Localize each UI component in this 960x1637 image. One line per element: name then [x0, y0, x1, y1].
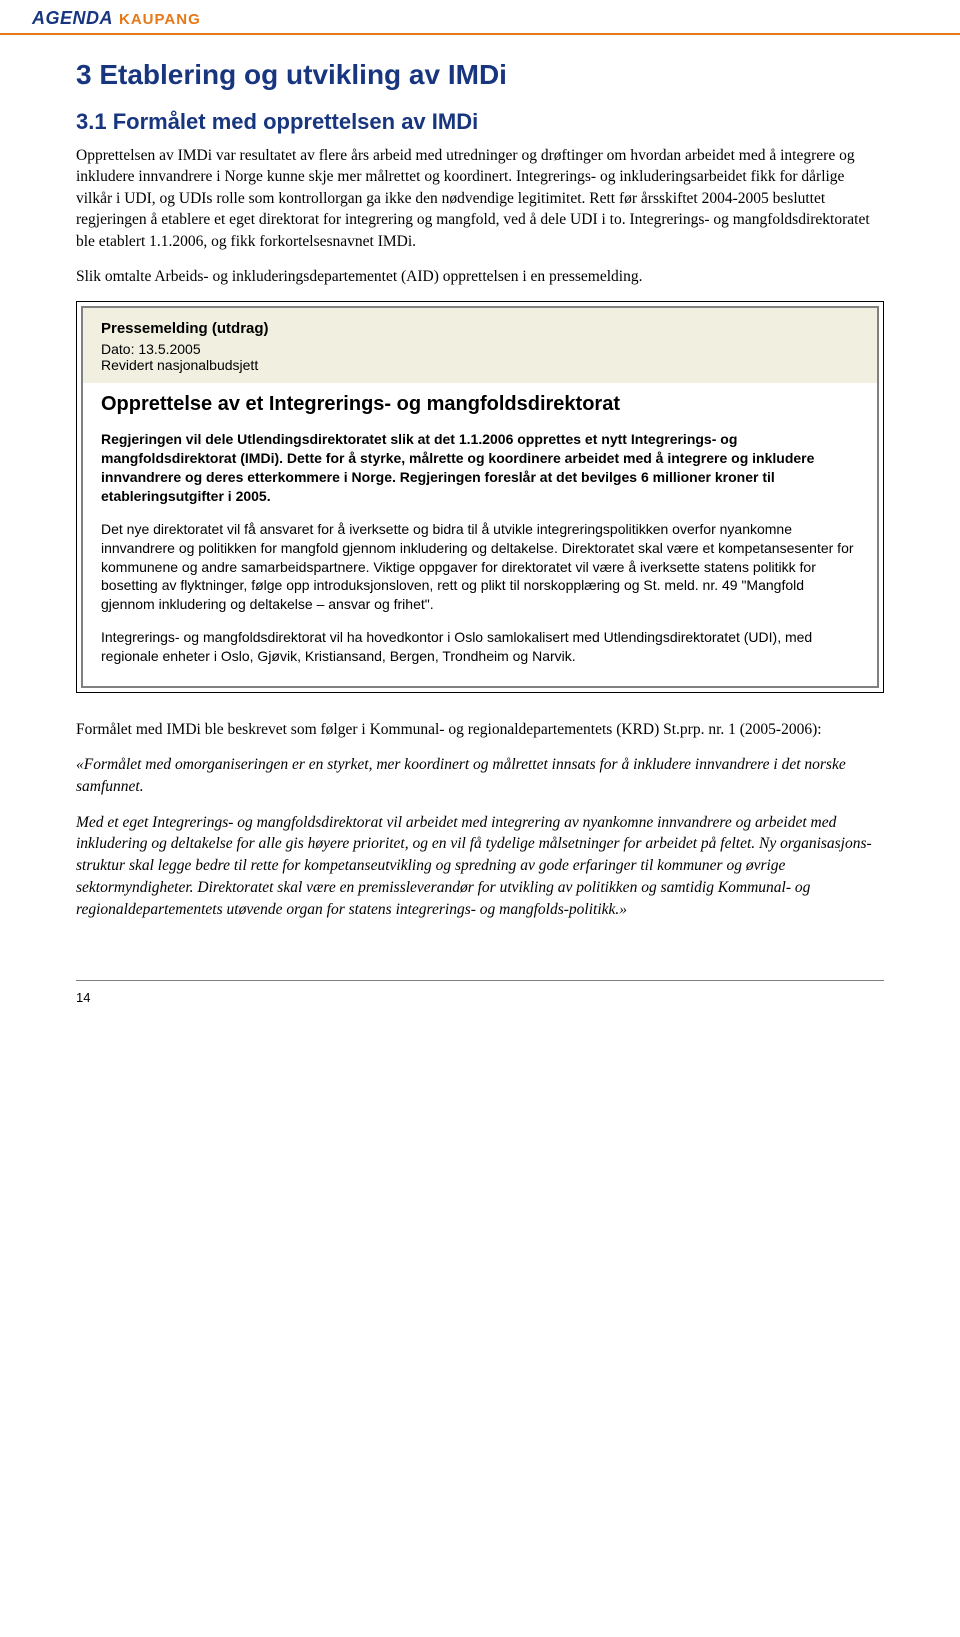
press-release-header: Pressemelding (utdrag) Dato: 13.5.2005 R… [83, 308, 877, 383]
press-release-box: Pressemelding (utdrag) Dato: 13.5.2005 R… [76, 301, 884, 693]
logo: AGENDA KAUPANG [32, 8, 928, 29]
page: AGENDA KAUPANG 3 Etablering og utvikling… [0, 0, 960, 1037]
logo-kaupang-text: KAUPANG [119, 11, 201, 28]
press-release-paragraph: Det nye direktoratet vil få ansvaret for… [101, 520, 859, 614]
page-number: 14 [76, 990, 90, 1005]
press-release-subtitle: Revidert nasjonalbudsjett [101, 357, 859, 373]
page-footer: 14 [0, 980, 960, 1007]
quote-paragraph: «Formålet med omorganiseringen er en sty… [76, 754, 884, 797]
press-release-title: Pressemelding (utdrag) [101, 320, 859, 337]
press-release-inner: Pressemelding (utdrag) Dato: 13.5.2005 R… [81, 306, 879, 688]
footer-line: 14 [76, 980, 884, 1007]
press-release-heading: Opprettelse av et Integrerings- og mangf… [101, 393, 859, 416]
chapter-heading: 3 Etablering og utvikling av IMDi [76, 59, 884, 91]
header-bar: AGENDA KAUPANG [0, 0, 960, 35]
quote-paragraph: Med et eget Integrerings- og mangfoldsdi… [76, 812, 884, 920]
content-area: 3 Etablering og utvikling av IMDi 3.1 Fo… [0, 35, 960, 920]
press-release-date: Dato: 13.5.2005 [101, 341, 859, 357]
body-paragraph: Opprettelsen av IMDi var resultatet av f… [76, 145, 884, 252]
press-release-paragraph: Integrerings- og mangfoldsdirektorat vil… [101, 628, 859, 666]
logo-agenda-text: AGENDA [32, 8, 113, 29]
body-paragraph: Formålet med IMDi ble beskrevet som følg… [76, 719, 884, 740]
body-paragraph: Slik omtalte Arbeids- og inkluderingsdep… [76, 266, 884, 287]
press-release-lead: Regjeringen vil dele Utlendingsdirektora… [101, 430, 859, 506]
section-heading: 3.1 Formålet med opprettelsen av IMDi [76, 109, 884, 135]
